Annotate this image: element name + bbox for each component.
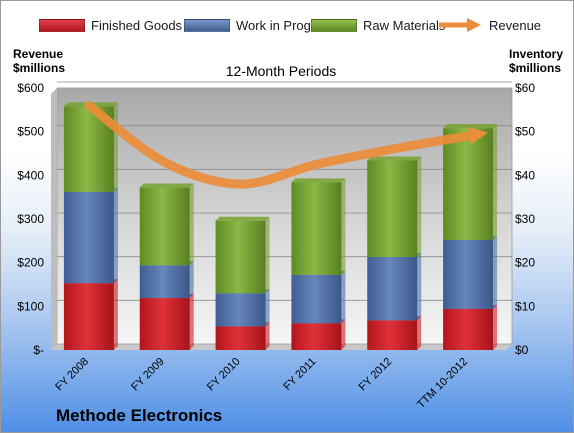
bar-segment-side bbox=[113, 279, 118, 350]
right-tick-label: $0 bbox=[515, 343, 529, 357]
right-tick-label: $60 bbox=[515, 81, 535, 95]
bar-segment bbox=[367, 256, 418, 321]
bar-segment-side bbox=[417, 252, 422, 321]
x-tick-label: FY 2010 bbox=[205, 356, 243, 394]
legend-label-raw-materials: Raw Materials bbox=[363, 17, 446, 33]
left-tick-label: $300 bbox=[17, 212, 44, 226]
bar-segment-side bbox=[341, 178, 346, 275]
legend-swatch-raw-materials bbox=[311, 18, 357, 32]
bar-segment bbox=[291, 323, 342, 350]
bar-segment bbox=[291, 274, 342, 324]
legend-raw-materials: Raw Materials bbox=[311, 16, 445, 34]
right-tick-label: $10 bbox=[515, 299, 535, 313]
right-tick-label: $20 bbox=[515, 256, 535, 270]
left-axis-title: Revenue $millions bbox=[13, 47, 65, 75]
bar-segment-side bbox=[341, 270, 346, 324]
plot-area bbox=[56, 87, 513, 345]
legend-label-finished-goods: Finished Goods bbox=[91, 17, 183, 33]
legend-finished-goods: Finished Goods bbox=[39, 16, 182, 34]
bar-segment-side bbox=[265, 216, 270, 294]
left-tick-label: $200 bbox=[17, 256, 44, 270]
left-tick-label: $400 bbox=[17, 168, 44, 182]
bar-segment bbox=[215, 293, 266, 327]
bar-segment bbox=[443, 308, 494, 350]
bar-segment-side bbox=[189, 261, 194, 299]
bar-segment-side bbox=[417, 156, 422, 257]
bar-segment-side bbox=[113, 187, 118, 284]
bar-segment bbox=[291, 182, 342, 275]
left-tick-label: $600 bbox=[17, 81, 44, 95]
right-axis-title: Inventory $millions bbox=[509, 47, 563, 75]
right-tick-label: $30 bbox=[515, 212, 535, 226]
bar-segment bbox=[367, 160, 418, 257]
bar-segment-top bbox=[291, 178, 346, 183]
bar-segment-side bbox=[341, 319, 346, 350]
bar-segment-side bbox=[189, 183, 194, 266]
bar-segment bbox=[139, 298, 190, 350]
legend-swatch-work-in-progress bbox=[184, 18, 230, 32]
revenue-line bbox=[84, 100, 473, 189]
right-axis-title-line1: Inventory bbox=[509, 47, 564, 61]
bar-segment bbox=[367, 320, 418, 350]
left-axis-title-line1: Revenue bbox=[13, 47, 64, 61]
bar-segment bbox=[139, 187, 190, 266]
right-tick-label: $50 bbox=[515, 125, 535, 139]
bar-segment-side bbox=[493, 304, 498, 350]
bar-segment-side bbox=[265, 322, 270, 350]
legend-work-in-progress: Work in Progress bbox=[184, 16, 335, 34]
bar-segment-side bbox=[189, 294, 194, 350]
right-axis-title-line2: $millions bbox=[509, 61, 562, 75]
revenue-arrow-head bbox=[468, 127, 488, 145]
legend-label-revenue: Revenue bbox=[489, 17, 542, 33]
left-tick-label: $- bbox=[33, 343, 44, 357]
right-tick-label: $40 bbox=[515, 168, 535, 182]
legend-label-work-in-progress: Work in Progress bbox=[236, 17, 336, 33]
x-tick-label: TTM 10-2012 bbox=[415, 356, 470, 411]
bar-segment bbox=[443, 239, 494, 309]
bar-segment bbox=[215, 326, 266, 350]
bar-segment-side bbox=[493, 124, 498, 240]
bar-segment bbox=[215, 220, 266, 294]
bar-segment-side bbox=[417, 316, 422, 350]
bar-segment-side bbox=[493, 235, 498, 309]
left-tick-label: $100 bbox=[17, 299, 44, 313]
company-name: Methode Electronics bbox=[56, 406, 223, 425]
legend-swatch-finished-goods bbox=[39, 18, 85, 32]
bar-segment-top bbox=[139, 183, 194, 188]
bar-segment-top bbox=[215, 216, 270, 221]
plot-side-wall bbox=[51, 88, 57, 350]
bar-segment bbox=[63, 191, 114, 284]
x-tick-label: FY 2008 bbox=[53, 356, 91, 394]
legend-arrow-icon bbox=[439, 18, 481, 32]
x-tick-label: FY 2012 bbox=[357, 356, 395, 394]
bar-segment bbox=[63, 283, 114, 350]
left-tick-label: $500 bbox=[17, 125, 44, 139]
plot-floor bbox=[51, 344, 512, 350]
bar-segment-top bbox=[367, 156, 422, 161]
left-axis-title-line2: $millions bbox=[13, 61, 66, 75]
x-tick-label: FY 2009 bbox=[129, 356, 167, 394]
legend-revenue: Revenue bbox=[437, 16, 541, 34]
x-tick-label: FY 2011 bbox=[281, 356, 318, 393]
bar-segment-top bbox=[443, 124, 498, 129]
bar-segment-side bbox=[265, 289, 270, 327]
chart-subtitle: 12-Month Periods bbox=[225, 63, 337, 79]
bar-segment bbox=[139, 265, 190, 299]
bar-segment bbox=[443, 128, 494, 240]
bar-segment-side bbox=[113, 102, 118, 192]
